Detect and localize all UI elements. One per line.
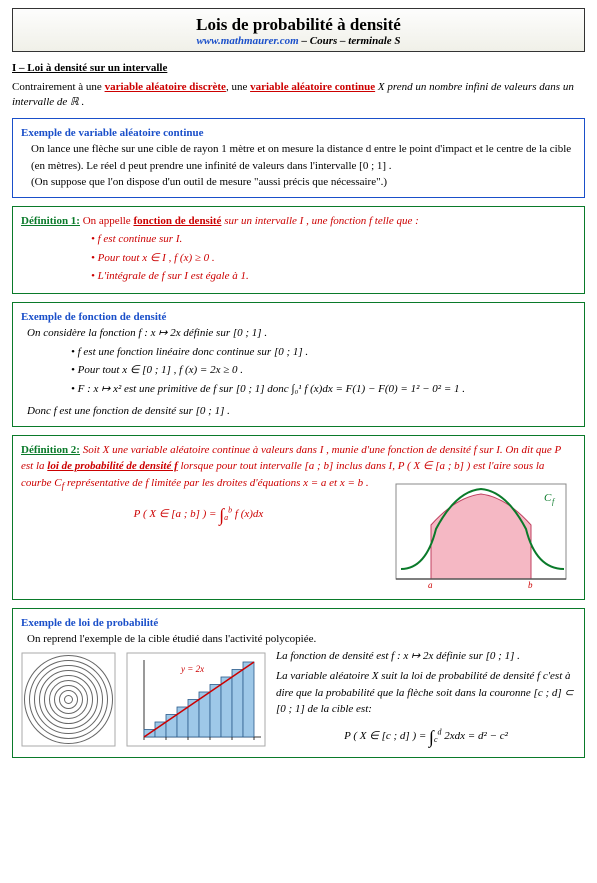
example-2-title: Exemple de fonction de densité xyxy=(21,309,576,326)
def1-bullet-3: L'intégrale de f sur I est égale à 1. xyxy=(91,268,576,285)
intro-paragraph: Contrairement à une variable aléatoire d… xyxy=(12,80,585,110)
example-3-intro: On reprend l'exemple de la cible étudié … xyxy=(27,631,576,648)
example-1-title: Exemple de variable aléatoire continue xyxy=(21,125,576,142)
svg-text:b: b xyxy=(528,580,533,589)
definition-box-1: Définition 1: On appelle fonction de den… xyxy=(12,206,585,294)
example-2-bullets: f est une fonction linéaire donc continu… xyxy=(71,344,576,398)
def2-term: loi de probabilité de densité f xyxy=(47,460,177,472)
example-box-2: Exemple de fonction de densité On consid… xyxy=(12,302,585,427)
section-heading: I – Loi à densité sur un intervalle xyxy=(12,62,585,74)
term-discrete: variable aléatoire discrète xyxy=(105,81,226,93)
ex3-formula: P ( X ∈ [c ; d] ) = ∫cd 2xdx = d² − c² xyxy=(271,724,576,751)
term-continuous: variable aléatoire continue xyxy=(250,81,375,93)
example-3-right-text: La fonction de densité est f : x ↦ 2x dé… xyxy=(271,648,576,751)
svg-text:a: a xyxy=(428,580,433,589)
title-block: Lois de probabilité à densité www.mathma… xyxy=(12,8,585,52)
example-2-intro: On considère la fonction f : x ↦ 2x défi… xyxy=(27,325,576,342)
target-figure xyxy=(21,652,116,747)
def1-bullet-2: Pour tout x ∈ I , f (x) ≥ 0 . xyxy=(91,250,576,267)
example-box-1: Exemple de variable aléatoire continue O… xyxy=(12,118,585,198)
histogram-figure: y = 2x xyxy=(126,652,266,747)
example-1-line-1: On lance une flèche sur une cible de ray… xyxy=(31,141,576,174)
page-title: Lois de probabilité à densité xyxy=(13,15,584,35)
def1-label: Définition 1: xyxy=(21,215,80,227)
ex2-bullet-3: F : x ↦ x² est une primitive de f sur [0… xyxy=(71,381,576,398)
svg-text:y = 2x: y = 2x xyxy=(180,664,204,674)
svg-text:C: C xyxy=(544,492,552,504)
def2-label: Définition 2: xyxy=(21,444,80,456)
example-box-3: Exemple de loi de probabilité On reprend… xyxy=(12,608,585,758)
ex2-bullet-2: Pour tout x ∈ [0 ; 1] , f (x) = 2x ≥ 0 . xyxy=(71,362,576,379)
ex2-bullet-1: f est une fonction linéaire donc continu… xyxy=(71,344,576,361)
example-2-conclusion: Donc f est une fonction de densité sur [… xyxy=(27,403,576,420)
site-link[interactable]: www.mathmaurer.com xyxy=(196,35,298,47)
example-3-title: Exemple de loi de probabilité xyxy=(21,615,576,632)
subtitle: www.mathmaurer.com – Cours – terminale S xyxy=(13,35,584,47)
def1-bullets: f est continue sur I. Pour tout x ∈ I , … xyxy=(91,231,576,285)
def1-bullet-1: f est continue sur I. xyxy=(91,231,576,248)
definition-box-2: Définition 2: Soit X une variable aléato… xyxy=(12,435,585,600)
example-1-line-2: (On suppose que l'on dispose d'un outil … xyxy=(31,174,576,191)
density-curve-figure: C f a b xyxy=(386,479,576,589)
def1-term: fonction de densité xyxy=(133,215,221,227)
